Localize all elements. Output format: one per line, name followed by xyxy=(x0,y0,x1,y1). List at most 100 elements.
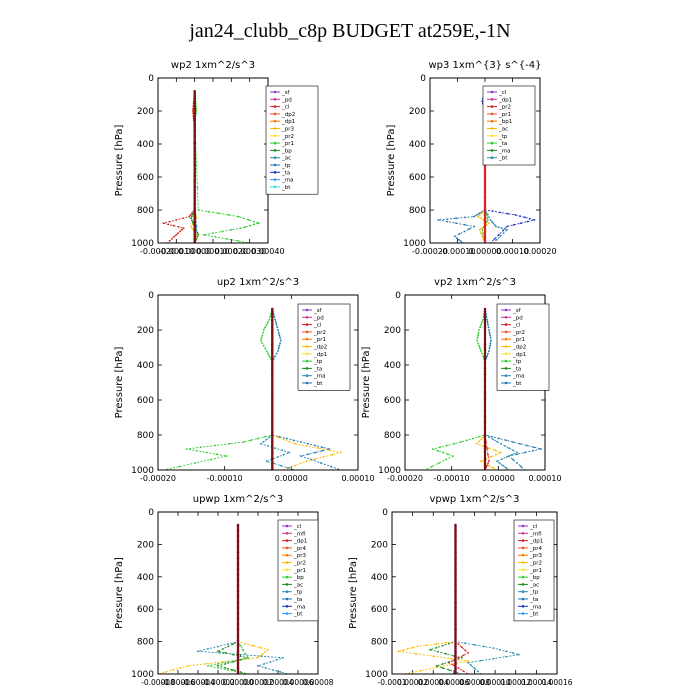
y-axis-label: Pressure [hPa] xyxy=(348,557,359,629)
data-point xyxy=(187,665,189,667)
data-point xyxy=(281,449,284,452)
data-point xyxy=(282,453,285,456)
legend-marker xyxy=(504,330,508,334)
data-point xyxy=(227,669,229,671)
data-point xyxy=(271,409,274,412)
data-point xyxy=(526,220,529,223)
series-line xyxy=(455,525,520,674)
x-tick-label: 0.00016 xyxy=(541,678,572,687)
legend-entry: _pr2 xyxy=(313,330,326,336)
data-point xyxy=(244,642,247,645)
series-line xyxy=(448,525,469,674)
data-point xyxy=(239,655,242,658)
legend-marker xyxy=(490,98,494,101)
data-point xyxy=(194,462,197,464)
x-tick-label: 0.00010 xyxy=(528,474,561,483)
data-point xyxy=(239,653,242,656)
y-tick-label: 200 xyxy=(409,107,426,117)
data-point xyxy=(181,217,184,220)
data-point xyxy=(478,329,480,331)
legend-entry: _bt xyxy=(293,612,303,618)
data-point xyxy=(448,661,450,664)
data-point xyxy=(236,645,240,648)
data-point xyxy=(236,661,240,665)
data-point xyxy=(205,451,208,454)
legend-entry: _cl xyxy=(512,323,521,329)
data-point xyxy=(441,644,444,647)
data-point xyxy=(479,659,482,662)
data-point xyxy=(277,331,280,334)
x-tick-label: 0.00008 xyxy=(459,678,490,687)
data-point xyxy=(236,573,240,576)
y-tick-label: 0 xyxy=(148,508,154,518)
data-point xyxy=(462,670,465,673)
legend-marker xyxy=(273,185,277,189)
data-point xyxy=(454,650,457,654)
data-point xyxy=(215,453,218,456)
data-point xyxy=(271,439,274,442)
data-point xyxy=(454,567,457,571)
data-point xyxy=(196,235,199,238)
data-point xyxy=(497,233,500,236)
data-point xyxy=(426,644,428,647)
x-tick-label: -0.0001 xyxy=(378,678,407,687)
x-tick-label: 0.00004 xyxy=(418,678,449,687)
data-point xyxy=(265,438,268,441)
data-point xyxy=(454,573,457,576)
legend: _sf_pd _cl_dp2_dp1 _pr3_pr2_pr1_bp _ac_tp_t… xyxy=(265,85,319,195)
data-point xyxy=(467,661,470,664)
legend-entry: _ma xyxy=(529,604,541,610)
data-point xyxy=(162,222,165,225)
data-point xyxy=(178,465,181,468)
y-tick-label: 200 xyxy=(371,540,388,550)
data-point xyxy=(193,129,196,132)
data-point xyxy=(269,316,271,318)
data-point xyxy=(175,219,178,221)
data-point xyxy=(419,669,422,672)
data-point xyxy=(439,446,441,449)
data-point xyxy=(505,655,508,658)
data-point xyxy=(224,663,227,665)
data-point xyxy=(482,445,484,447)
data-point xyxy=(454,556,457,560)
legend-entry: _cl xyxy=(529,524,538,530)
legend-marker xyxy=(285,546,289,550)
data-point xyxy=(448,669,450,671)
y-tick-label: 400 xyxy=(137,361,154,371)
y-tick-label: 800 xyxy=(384,431,401,441)
data-point xyxy=(454,595,457,598)
legend-marker xyxy=(521,539,525,542)
data-point xyxy=(477,342,479,344)
legend-marker xyxy=(490,141,494,145)
data-point xyxy=(442,451,444,454)
data-point xyxy=(271,373,274,376)
data-point xyxy=(478,212,481,215)
data-point xyxy=(455,237,458,239)
data-point xyxy=(445,458,447,461)
legend-entry: _pr1 xyxy=(293,568,306,574)
data-point xyxy=(193,95,196,99)
data-point xyxy=(518,653,520,656)
data-point xyxy=(445,652,447,655)
data-point xyxy=(193,163,196,166)
data-point xyxy=(481,228,484,231)
data-point xyxy=(441,667,444,669)
data-point xyxy=(214,444,217,447)
data-point xyxy=(191,223,194,226)
series-line xyxy=(428,525,464,674)
data-point xyxy=(499,235,501,238)
data-point xyxy=(236,628,240,631)
data-point xyxy=(172,224,175,227)
data-point xyxy=(271,391,274,394)
data-point xyxy=(193,174,196,177)
data-point xyxy=(207,665,209,667)
data-point xyxy=(492,647,495,649)
x-tick-label: 0.00000 xyxy=(468,247,501,256)
legend-marker xyxy=(521,524,525,528)
legend-entry: _pr4 xyxy=(293,546,307,552)
data-point xyxy=(193,135,196,138)
data-point xyxy=(446,220,449,223)
x-tick-label: 0.00006 xyxy=(438,678,469,687)
data-point xyxy=(191,110,194,112)
data-point xyxy=(177,226,180,228)
